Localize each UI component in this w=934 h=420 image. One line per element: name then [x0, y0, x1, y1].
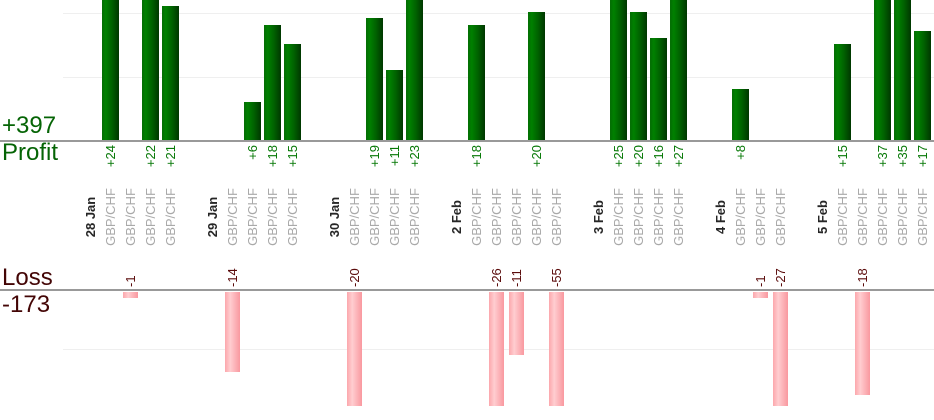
- profit-bar: [284, 44, 301, 140]
- loss-total-label: -173: [2, 291, 51, 318]
- loss-bar: [509, 292, 524, 355]
- profit-bars-area: [0, 0, 934, 140]
- profit-bar: [650, 37, 667, 140]
- profit-bar: [874, 0, 891, 140]
- profit-bar: [244, 101, 261, 140]
- profit-axis-line: [0, 140, 934, 142]
- profit-bar: [670, 0, 687, 140]
- profit-bar: [366, 18, 383, 140]
- loss-axis-line: [0, 289, 934, 291]
- profit-bar: [834, 44, 851, 140]
- profit-bar: [528, 12, 545, 140]
- profit-bar: [468, 24, 485, 140]
- profit-bar: [914, 31, 931, 140]
- profit-axis-title: Profit: [2, 139, 59, 166]
- loss-bars-area: [0, 292, 934, 406]
- profit-gridline-20: [63, 13, 934, 14]
- profit-bar: [732, 88, 749, 140]
- profit-total-label: +397: [2, 112, 57, 139]
- loss-bar: [347, 292, 362, 406]
- loss-bar: [123, 292, 138, 298]
- profit-bar: [162, 5, 179, 140]
- loss-bar: [489, 292, 504, 406]
- profit-gridline-10: [63, 77, 934, 78]
- loss-bar: [855, 292, 870, 395]
- profit-bar: [264, 24, 281, 140]
- profit-bar: [386, 69, 403, 140]
- profit-bar: [102, 0, 119, 140]
- loss-bar: [753, 292, 768, 298]
- profit-bar: [894, 0, 911, 140]
- profit-bar: [610, 0, 627, 140]
- profit-bar: [406, 0, 423, 140]
- profit-bar: [142, 0, 159, 140]
- loss-axis-title: Loss: [2, 264, 53, 291]
- loss-bar: [225, 292, 240, 372]
- loss-bar: [773, 292, 788, 406]
- loss-bar: [549, 292, 564, 406]
- profit-bar: [630, 12, 647, 140]
